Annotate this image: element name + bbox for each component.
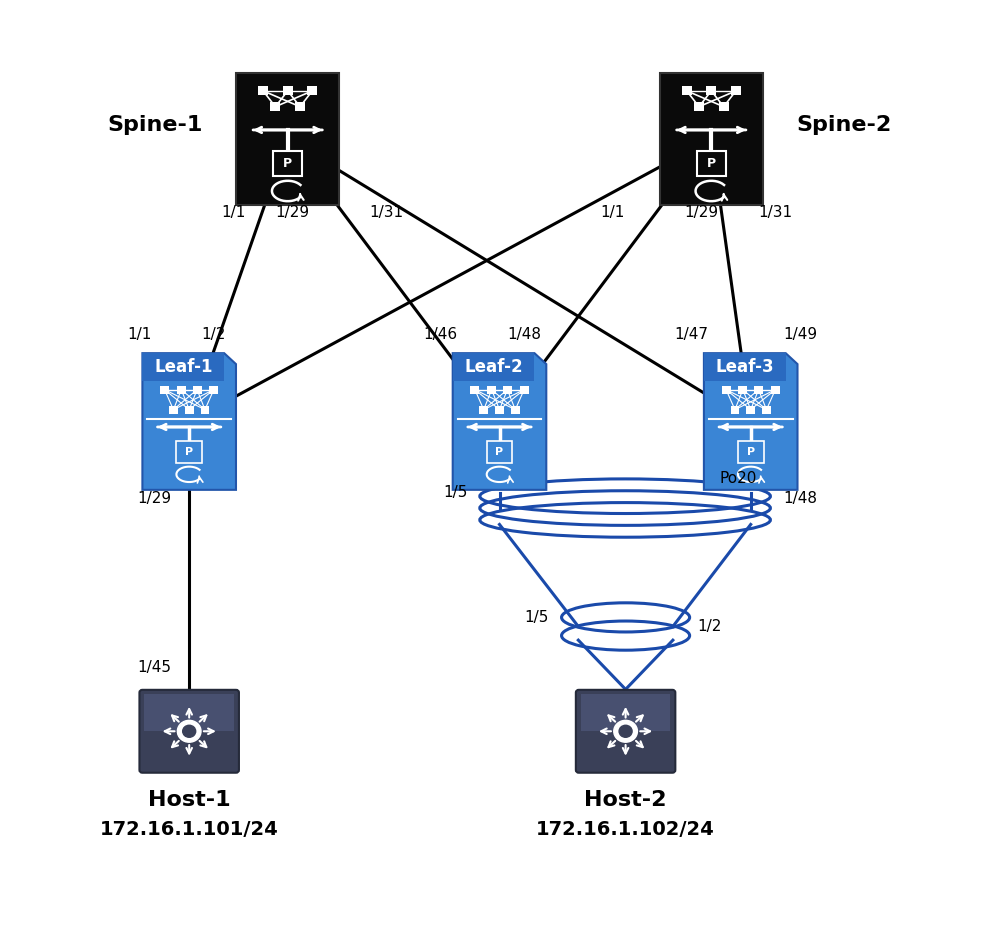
FancyBboxPatch shape xyxy=(487,440,512,462)
FancyBboxPatch shape xyxy=(453,353,534,380)
Polygon shape xyxy=(704,353,797,490)
Text: 1/2: 1/2 xyxy=(697,619,721,634)
FancyBboxPatch shape xyxy=(169,405,178,413)
FancyBboxPatch shape xyxy=(771,386,780,394)
Polygon shape xyxy=(143,353,236,490)
Text: P: P xyxy=(283,157,293,170)
FancyBboxPatch shape xyxy=(236,73,340,205)
Text: 1/1: 1/1 xyxy=(600,204,625,219)
Text: Leaf-2: Leaf-2 xyxy=(465,358,522,376)
FancyBboxPatch shape xyxy=(762,405,771,413)
Text: P: P xyxy=(496,447,503,457)
Text: 1/46: 1/46 xyxy=(424,327,458,342)
Text: Host-2: Host-2 xyxy=(584,790,667,809)
Circle shape xyxy=(183,725,196,737)
FancyBboxPatch shape xyxy=(681,86,691,95)
Text: 1/29: 1/29 xyxy=(684,204,718,219)
Text: 1/1: 1/1 xyxy=(222,204,246,219)
Text: P: P xyxy=(706,157,716,170)
Text: 172.16.1.102/24: 172.16.1.102/24 xyxy=(536,820,715,839)
FancyBboxPatch shape xyxy=(706,86,716,95)
FancyBboxPatch shape xyxy=(185,405,194,413)
Text: 1/5: 1/5 xyxy=(443,485,468,500)
FancyBboxPatch shape xyxy=(510,405,519,413)
FancyBboxPatch shape xyxy=(210,386,218,394)
FancyBboxPatch shape xyxy=(177,440,202,462)
Circle shape xyxy=(619,725,632,737)
Polygon shape xyxy=(453,353,546,490)
FancyBboxPatch shape xyxy=(295,102,305,111)
FancyBboxPatch shape xyxy=(283,86,293,95)
FancyBboxPatch shape xyxy=(746,405,755,413)
Text: 1/29: 1/29 xyxy=(276,204,310,219)
Circle shape xyxy=(613,721,637,742)
FancyBboxPatch shape xyxy=(738,440,763,462)
FancyBboxPatch shape xyxy=(754,386,763,394)
FancyBboxPatch shape xyxy=(273,151,303,177)
FancyBboxPatch shape xyxy=(143,353,224,380)
Text: 1/45: 1/45 xyxy=(138,660,172,675)
FancyBboxPatch shape xyxy=(471,386,480,394)
FancyBboxPatch shape xyxy=(731,86,741,95)
FancyBboxPatch shape xyxy=(271,102,281,111)
FancyBboxPatch shape xyxy=(694,102,704,111)
FancyBboxPatch shape xyxy=(704,353,785,380)
Text: 1/1: 1/1 xyxy=(128,327,152,342)
Text: 1/47: 1/47 xyxy=(674,327,708,342)
Text: 1/29: 1/29 xyxy=(138,491,172,507)
FancyBboxPatch shape xyxy=(496,405,503,413)
FancyBboxPatch shape xyxy=(696,151,726,177)
FancyBboxPatch shape xyxy=(308,86,318,95)
Text: 1/5: 1/5 xyxy=(524,610,549,625)
FancyBboxPatch shape xyxy=(258,86,268,95)
Text: Host-1: Host-1 xyxy=(148,790,231,809)
FancyBboxPatch shape xyxy=(721,386,730,394)
FancyBboxPatch shape xyxy=(480,405,489,413)
Text: 1/48: 1/48 xyxy=(507,327,541,342)
Text: P: P xyxy=(746,447,755,457)
Circle shape xyxy=(178,721,201,742)
FancyBboxPatch shape xyxy=(201,405,210,413)
Text: Spine-2: Spine-2 xyxy=(796,116,892,135)
FancyBboxPatch shape xyxy=(730,405,739,413)
FancyBboxPatch shape xyxy=(575,690,675,772)
FancyBboxPatch shape xyxy=(718,102,728,111)
FancyBboxPatch shape xyxy=(160,386,169,394)
FancyBboxPatch shape xyxy=(502,386,511,394)
FancyBboxPatch shape xyxy=(140,690,239,772)
Text: Po20: Po20 xyxy=(719,471,757,486)
FancyBboxPatch shape xyxy=(488,386,497,394)
FancyBboxPatch shape xyxy=(145,695,234,732)
FancyBboxPatch shape xyxy=(659,73,763,205)
Text: 1/48: 1/48 xyxy=(783,491,817,507)
FancyBboxPatch shape xyxy=(580,695,670,732)
Text: Spine-1: Spine-1 xyxy=(107,116,203,135)
Text: Leaf-1: Leaf-1 xyxy=(154,358,213,376)
Text: 1/2: 1/2 xyxy=(202,327,226,342)
Text: Leaf-3: Leaf-3 xyxy=(715,358,774,376)
FancyBboxPatch shape xyxy=(177,386,186,394)
Text: P: P xyxy=(185,447,193,457)
Text: 1/31: 1/31 xyxy=(370,204,404,219)
Text: 1/49: 1/49 xyxy=(783,327,817,342)
FancyBboxPatch shape xyxy=(193,386,202,394)
Text: 172.16.1.101/24: 172.16.1.101/24 xyxy=(100,820,279,839)
Text: 1/31: 1/31 xyxy=(758,204,792,219)
FancyBboxPatch shape xyxy=(738,386,747,394)
FancyBboxPatch shape xyxy=(519,386,528,394)
